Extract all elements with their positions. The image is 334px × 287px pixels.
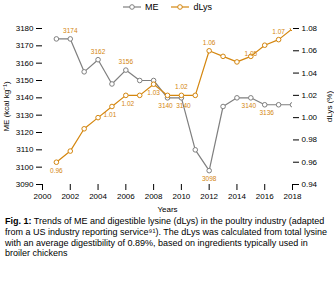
svg-text:3170: 3170	[16, 41, 34, 50]
svg-text:3150: 3150	[16, 76, 34, 85]
svg-text:ME (kcal kg⁻¹): ME (kcal kg⁻¹)	[2, 81, 11, 131]
svg-text:2014: 2014	[228, 192, 246, 201]
svg-text:2010: 2010	[172, 192, 190, 201]
svg-text:3110: 3110	[16, 145, 34, 154]
html-text:dLys: dLys	[193, 2, 213, 12]
svg-text:3180: 3180	[16, 24, 34, 33]
svg-text:0.96: 0.96	[302, 158, 318, 167]
svg-text:1.06: 1.06	[203, 39, 216, 46]
svg-text:3140: 3140	[242, 102, 257, 109]
svg-text:Years: Years	[157, 205, 177, 214]
svg-text:3156: 3156	[119, 58, 134, 65]
svg-text:3140: 3140	[158, 102, 173, 109]
svg-text:0.96: 0.96	[50, 167, 63, 174]
svg-text:3120: 3120	[16, 128, 34, 137]
svg-text:dLys (%): dLys (%)	[325, 91, 334, 123]
svg-text:3098: 3098	[202, 175, 217, 182]
svg-text:1.02: 1.02	[122, 100, 135, 107]
svg-text:2012: 2012	[200, 192, 218, 201]
svg-text:1.08: 1.08	[302, 24, 318, 33]
svg-text:2016: 2016	[256, 192, 274, 201]
svg-text:1.02: 1.02	[175, 83, 188, 90]
svg-text:3100: 3100	[16, 163, 34, 172]
svg-text:2006: 2006	[117, 192, 135, 201]
svg-text:1.05: 1.05	[245, 50, 258, 57]
svg-text:3140: 3140	[176, 102, 191, 109]
svg-text:2000: 2000	[34, 192, 52, 201]
svg-text:3130: 3130	[16, 111, 34, 120]
svg-text:3136: 3136	[259, 109, 274, 116]
html-text:ME: ME	[144, 2, 159, 12]
svg-text:1.06: 1.06	[302, 46, 318, 55]
svg-text:1.01: 1.01	[104, 111, 117, 118]
svg-text:2002: 2002	[61, 192, 79, 201]
html-text:Fig. 1: Trends of ME and diges: Fig. 1: Trends of ME and digestible lysi…	[5, 216, 327, 259]
svg-text:2008: 2008	[145, 192, 163, 201]
svg-text:2004: 2004	[89, 192, 107, 201]
svg-text:1.04: 1.04	[302, 69, 318, 78]
svg-text:3160: 3160	[16, 59, 34, 68]
svg-text:3090: 3090	[16, 180, 34, 189]
svg-text:1.03: 1.03	[147, 89, 160, 96]
svg-text:2018: 2018	[284, 192, 302, 201]
svg-text:1.02: 1.02	[302, 91, 318, 100]
svg-text:1.07: 1.07	[272, 28, 285, 35]
svg-text:0.94: 0.94	[302, 180, 318, 189]
svg-text:1.00: 1.00	[302, 113, 318, 122]
svg-text:3174: 3174	[63, 27, 78, 34]
svg-text:0.98: 0.98	[302, 135, 318, 144]
svg-text:3140: 3140	[16, 93, 34, 102]
svg-text:3162: 3162	[91, 48, 106, 55]
